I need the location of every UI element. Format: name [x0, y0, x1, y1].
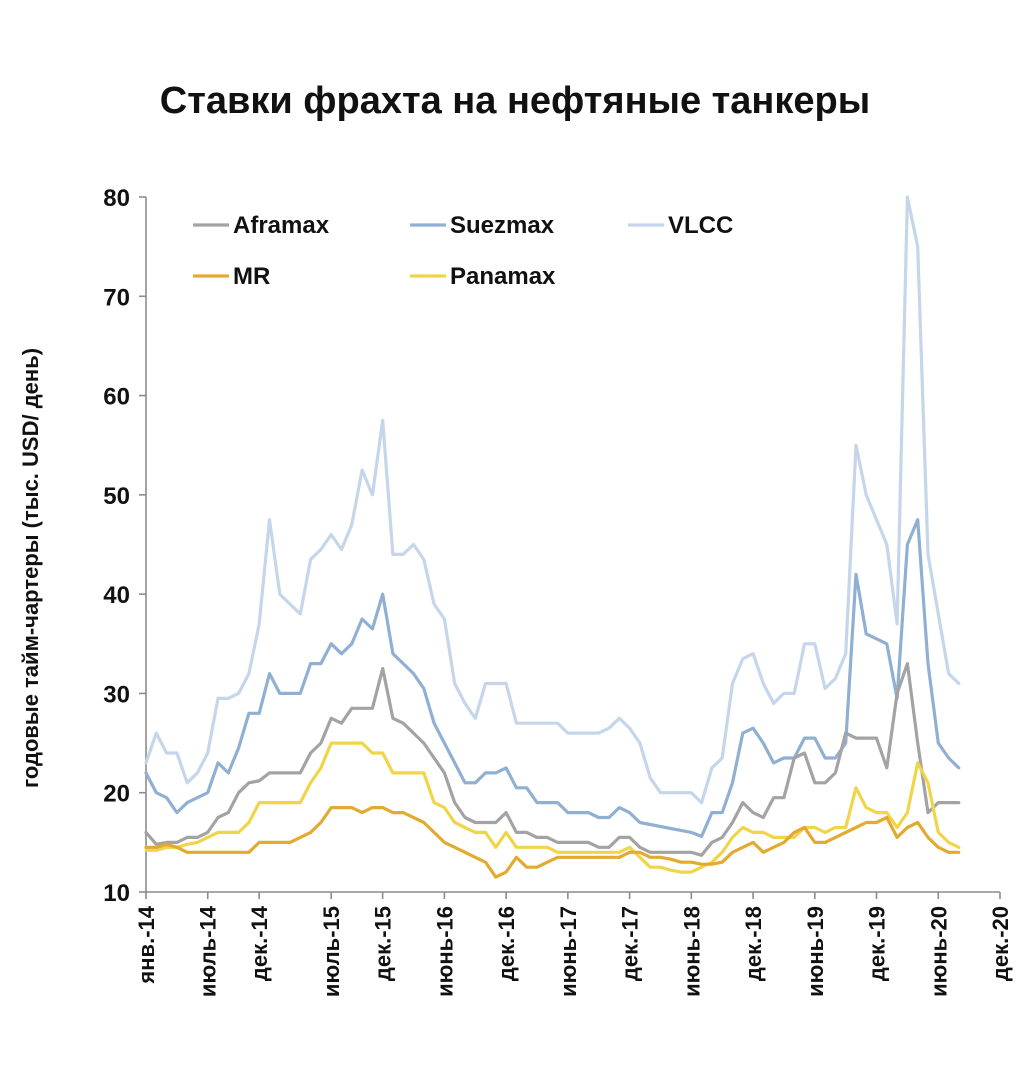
- x-tick-label: июнь-16: [432, 906, 457, 997]
- x-tick-label: июль-14: [196, 905, 221, 997]
- legend-label: Suezmax: [450, 212, 555, 239]
- series-line-suezmax: [144, 518, 961, 839]
- series-line-aframax: [144, 661, 961, 857]
- x-tick-label: июнь-18: [679, 906, 704, 997]
- legend-label: MR: [233, 263, 270, 290]
- legend-label: VLCC: [668, 212, 733, 239]
- x-tick-label: дек.-18: [741, 906, 766, 981]
- y-axis-label: годовые тайм-чартеры (тыс. USD/ день): [18, 348, 43, 788]
- legend-item-suezmax: Suezmax: [410, 212, 555, 239]
- chart-title: Ставки фрахта на нефтяные танкеры: [160, 80, 870, 122]
- series-lines: [144, 195, 961, 879]
- x-tick-label: дек.-20: [988, 906, 1013, 981]
- x-tick-label: июнь-20: [926, 906, 951, 997]
- x-tick-label: июнь-17: [556, 906, 581, 997]
- x-tick-label: дек.-15: [371, 906, 396, 981]
- legend: Aframax Suezmax VLCC MR Panamax: [193, 212, 733, 290]
- y-tick-label: 20: [103, 781, 130, 808]
- y-tick-label: 70: [103, 284, 130, 311]
- y-tick-label: 30: [103, 681, 130, 708]
- legend-label: Panamax: [450, 263, 556, 290]
- legend-item-aframax: Aframax: [193, 212, 330, 239]
- series-line-panamax: [144, 741, 961, 874]
- legend-label: Aframax: [233, 212, 330, 239]
- legend-item-vlcc: VLCC: [628, 212, 733, 239]
- series-line-mr: [144, 805, 961, 879]
- x-tick-label: дек.-16: [494, 906, 519, 981]
- x-axis-ticks: янв.-14 июль-14 дек.-14 июль-15 дек.-15 июнь-…: [134, 892, 1013, 997]
- x-tick-label: дек.-17: [618, 906, 643, 981]
- y-axis-ticks: 10 20 30 40 50 60 70 80: [103, 185, 146, 907]
- legend-item-mr: MR: [193, 263, 270, 290]
- legend-item-panamax: Panamax: [410, 263, 556, 290]
- x-tick-label: дек.-14: [247, 905, 272, 981]
- series-line-vlcc: [144, 195, 961, 805]
- y-tick-label: 60: [103, 384, 130, 411]
- y-tick-label: 80: [103, 185, 130, 212]
- x-tick-label: янв.-14: [134, 905, 159, 984]
- y-tick-label: 50: [103, 483, 130, 510]
- x-tick-label: июнь-19: [803, 906, 828, 997]
- y-tick-label: 10: [103, 880, 130, 907]
- x-tick-label: июль-15: [319, 906, 344, 997]
- y-tick-label: 40: [103, 582, 130, 609]
- x-tick-label: дек.-19: [865, 906, 890, 981]
